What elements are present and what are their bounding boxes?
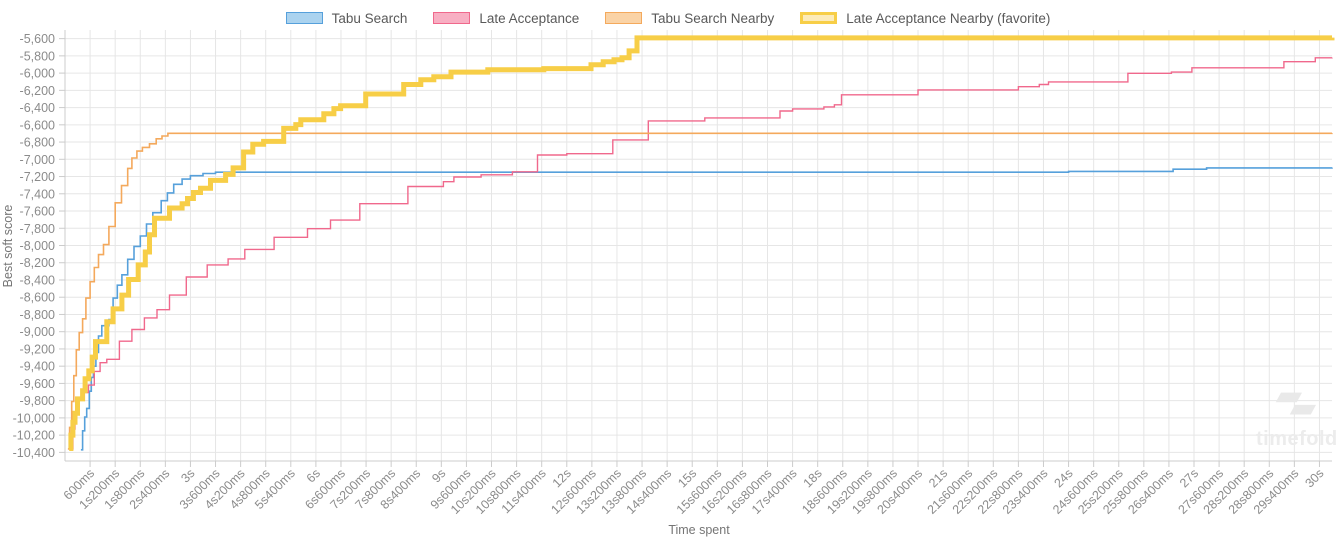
- legend-swatch: [285, 12, 323, 24]
- y-tick-label: -7,200: [20, 170, 55, 184]
- y-tick-label: -7,800: [20, 222, 55, 236]
- y-tick-label: -10,200: [13, 429, 55, 443]
- x-tick-label: 6s: [304, 466, 323, 485]
- x-tick-label: 3s: [178, 466, 197, 485]
- y-tick-label: -7,400: [20, 187, 55, 201]
- x-tick-label: 30s: [1302, 466, 1326, 490]
- tick-labels: -5,600 -5,800 -6,000 -6,200 -6,400 -6,600 -6,8…: [13, 32, 1327, 517]
- y-tick-label: -8,000: [20, 239, 55, 253]
- y-tick-label: -8,400: [20, 273, 55, 287]
- y-tick-label: -9,200: [20, 342, 55, 356]
- legend-item-tabu-search[interactable]: Tabu Search: [285, 10, 408, 26]
- y-tick-label: -8,600: [20, 291, 55, 305]
- series-lines: [67, 35, 1335, 451]
- legend-item-late-acceptance-nearby-favorite[interactable]: Late Acceptance Nearby (favorite): [800, 11, 1050, 26]
- legend-item-tabu-search-nearby[interactable]: Tabu Search Nearby: [605, 11, 774, 26]
- chart-legend: Tabu Search Late Acceptance Tabu Search …: [0, 7, 1336, 29]
- series-line-late-acceptance: [71, 57, 1333, 450]
- y-tick-label: -9,800: [20, 394, 55, 408]
- y-tick-label: -7,600: [20, 205, 55, 219]
- y-tick-label: -9,000: [20, 325, 55, 339]
- y-tick-label: -7,000: [20, 153, 55, 167]
- legend-item-label: Late Acceptance Nearby (favorite): [846, 10, 1051, 26]
- series-line-tabu-search: [80, 167, 1333, 451]
- y-tick-label: -5,800: [20, 49, 55, 63]
- legend-item-label: Late Acceptance: [479, 10, 580, 26]
- timefold-logo-icon: [1275, 392, 1316, 415]
- y-tick-label: -5,600: [20, 32, 55, 46]
- y-tick-label: -6,000: [20, 67, 55, 81]
- y-tick-label: -10,400: [13, 446, 55, 460]
- timefold-watermark: timefold: [1256, 383, 1336, 451]
- x-tick-label: 9s: [429, 466, 448, 485]
- x-axis-title: Time spent: [668, 523, 730, 537]
- y-tick-label: -6,400: [20, 101, 55, 115]
- y-tick-label: -9,600: [20, 377, 55, 391]
- legend-item-label: Tabu Search Nearby: [651, 10, 775, 26]
- y-tick-label: -6,600: [20, 118, 55, 132]
- y-tick-label: -8,200: [20, 256, 55, 270]
- y-tick-label: -6,200: [20, 84, 55, 98]
- series-line-late-acceptance-nearby-favorite: [68, 35, 1335, 451]
- legend-item-late-acceptance[interactable]: Late Acceptance: [433, 11, 579, 26]
- timefold-watermark-text: timefold: [1256, 428, 1336, 450]
- legend-swatch: [605, 12, 643, 24]
- legend-swatch: [433, 12, 471, 24]
- y-tick-label: -8,800: [20, 308, 55, 322]
- tick-marks: [59, 38, 1320, 467]
- gridlines: [65, 30, 1332, 461]
- y-axis-title: Best soft score: [1, 204, 15, 288]
- y-tick-label: -6,800: [20, 136, 55, 150]
- y-tick-label: -10,000: [13, 411, 55, 425]
- legend-item-label: Tabu Search: [331, 10, 408, 26]
- series-line-tabu-search-nearby: [67, 132, 1333, 450]
- legend-swatch: [800, 12, 838, 24]
- y-tick-label: -9,400: [20, 360, 55, 374]
